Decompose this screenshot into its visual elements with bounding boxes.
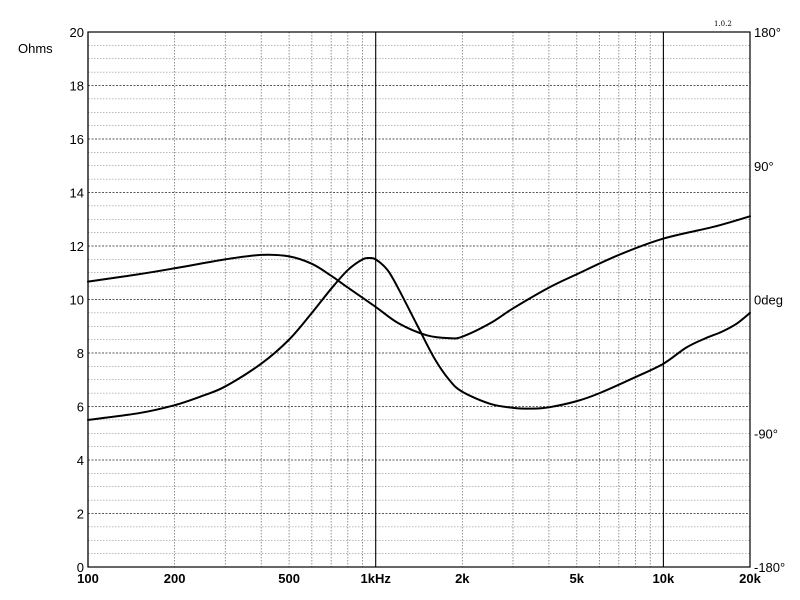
y-tick-label: 14 (70, 186, 84, 201)
x-tick-label: 5k (570, 571, 585, 586)
x-tick-label: 500 (278, 571, 300, 586)
impedance-curve (87, 256, 751, 421)
y-tick-label: 18 (70, 79, 84, 94)
version-label: 1.0.2 (714, 20, 732, 28)
y-tick-label: 10 (70, 293, 84, 308)
x-tick-label: 200 (164, 571, 186, 586)
phase-tick-label: -180° (754, 560, 785, 575)
phase-tick-label: -90° (754, 426, 778, 441)
x-tick-labels: 100 200 500 1kHz 2k 5k 10k 20k (77, 571, 761, 586)
series-layer (87, 215, 751, 421)
y-tick-label: 6 (77, 400, 84, 415)
y-tick-label: 20 (70, 25, 84, 40)
phase-tick-labels: 180° 90° 0deg -90° -180° (754, 25, 785, 575)
y-axis-unit-label: Ohms (18, 41, 53, 56)
x-tick-label: 10k (653, 571, 675, 586)
x-tick-label: 100 (77, 571, 99, 586)
y-tick-label: 16 (70, 132, 84, 147)
x-tick-label: 2k (455, 571, 470, 586)
y-tick-label: 8 (77, 346, 84, 361)
y-tick-label: 12 (70, 239, 84, 254)
x-tick-label: 20k (739, 571, 761, 586)
y-tick-labels: 0 2 4 6 8 10 12 14 16 18 20 (70, 25, 84, 575)
phase-curve (87, 215, 751, 340)
plot-frame (87, 31, 751, 568)
y-tick-label: 0 (77, 560, 84, 575)
phase-tick-label: 90° (754, 159, 774, 174)
phase-tick-label: 0deg (754, 293, 783, 308)
x-tick-label: 1kHz (361, 571, 392, 586)
y-tick-label: 2 (77, 507, 84, 522)
y-tick-label: 4 (77, 453, 84, 468)
phase-tick-label: 180° (754, 25, 781, 40)
